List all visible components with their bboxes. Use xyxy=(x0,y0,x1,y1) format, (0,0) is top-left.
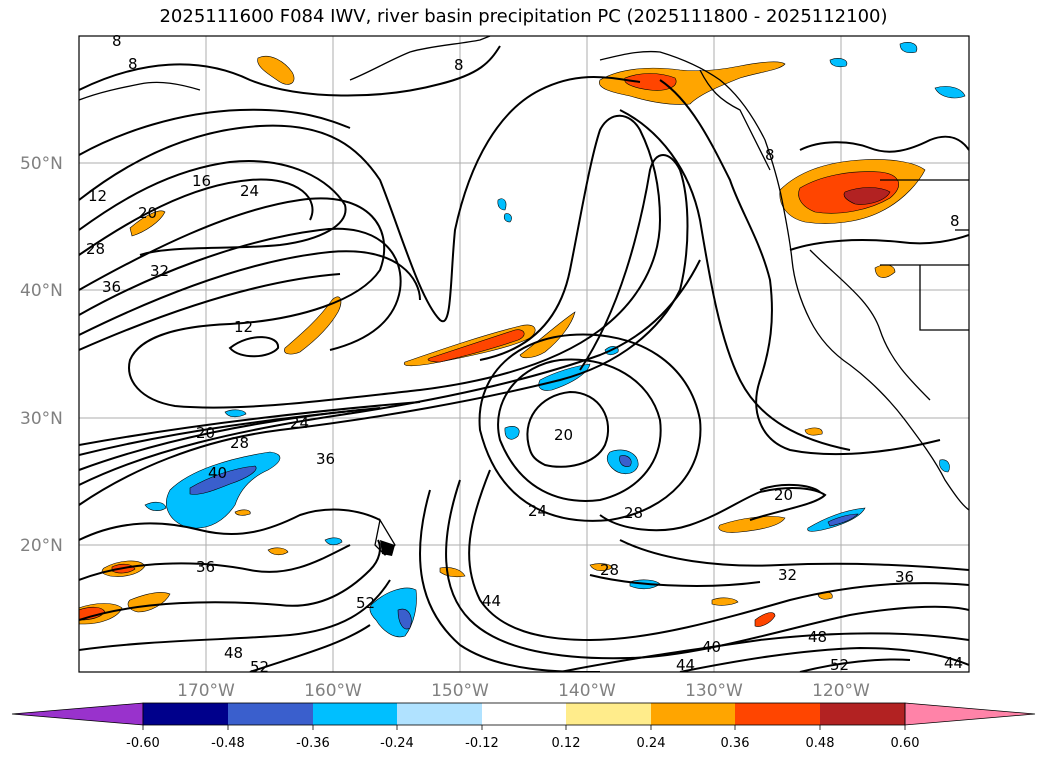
contour-label: 8 xyxy=(112,32,122,50)
contour-label: 12 xyxy=(234,318,253,336)
colorbar-segment xyxy=(566,703,651,725)
contour-label: 8 xyxy=(454,56,464,74)
contour-label: 16 xyxy=(192,172,211,190)
contour-label: 32 xyxy=(150,262,169,280)
contour-label: 40 xyxy=(208,464,227,482)
contour-label: 24 xyxy=(290,414,309,432)
colorbar-segment xyxy=(313,703,397,725)
map-title: 2025111600 F084 IWV, river basin precipi… xyxy=(159,6,888,27)
contour-label: 36 xyxy=(316,450,335,468)
colorbar-segment xyxy=(482,703,566,725)
lon-label: 120°W xyxy=(812,681,870,701)
colorbar-frame xyxy=(142,702,906,726)
lon-label: 160°W xyxy=(304,681,362,701)
contour-label: 40 xyxy=(702,638,721,656)
contour-label: 36 xyxy=(102,278,121,296)
lat-label: 40°N xyxy=(20,281,63,301)
lat-label: 20°N xyxy=(20,536,63,556)
hawaii-island xyxy=(380,540,395,556)
contour-label: 44 xyxy=(482,592,501,610)
colorbar-segment xyxy=(735,703,820,725)
contour-label: 32 xyxy=(778,566,797,584)
lon-labels: 170°W 160°W 150°W 140°W 130°W 120°W xyxy=(177,681,870,701)
contour-label: 24 xyxy=(240,182,259,200)
contour-label: 20 xyxy=(774,486,793,504)
map-border xyxy=(78,35,970,673)
contour-label: 8 xyxy=(765,146,775,164)
contour-label: 24 xyxy=(528,502,547,520)
lon-label: 130°W xyxy=(685,681,743,701)
contour-label: 48 xyxy=(808,628,827,646)
lon-label: 140°W xyxy=(558,681,616,701)
colorbar-tick-label: 0.24 xyxy=(637,736,666,751)
contour-label: 44 xyxy=(676,656,695,674)
contour-label: 8 xyxy=(950,212,960,230)
lat-label: 30°N xyxy=(20,409,63,429)
contour-label: 52 xyxy=(356,594,375,612)
lat-labels: 50°N 40°N 30°N 20°N xyxy=(20,154,63,556)
colorbar-segment xyxy=(228,703,313,725)
colorbar-tick-label: -0.48 xyxy=(211,736,245,751)
contour-label: 12 xyxy=(88,187,107,205)
colorbar: -0.60 -0.48 -0.36 -0.24 -0.12 0.12 0.24 … xyxy=(11,702,1036,751)
contour-label: 20 xyxy=(554,426,573,444)
colorbar-segment xyxy=(651,703,735,725)
colorbar-tick-label: 0.12 xyxy=(552,736,581,751)
contour-label: 20 xyxy=(196,424,215,442)
colorbar-max-extension xyxy=(904,702,1036,726)
colorbar-tick-label: -0.24 xyxy=(380,736,414,751)
colorbar-tick-label: -0.12 xyxy=(465,736,499,751)
contour-label: 36 xyxy=(196,558,215,576)
colorbar-segment xyxy=(397,703,482,725)
contour-label: 44 xyxy=(944,654,963,672)
colorbar-min-extension xyxy=(11,702,144,726)
contour-label: 52 xyxy=(830,656,849,674)
contour-label: 28 xyxy=(624,504,643,522)
lat-label: 50°N xyxy=(20,154,63,174)
colorbar-tick-label: 0.48 xyxy=(806,736,835,751)
lon-label: 170°W xyxy=(177,681,235,701)
contour-label: 28 xyxy=(230,434,249,452)
colorbar-tick-label: -0.60 xyxy=(126,736,160,751)
contour-labels: 8 8 8 8 8 12 16 24 20 28 36 32 12 20 24 … xyxy=(86,32,963,676)
colorbar-tick-label: -0.36 xyxy=(296,736,330,751)
coastlines xyxy=(79,36,969,556)
contour-label: 36 xyxy=(895,568,914,586)
contour-label: 28 xyxy=(86,240,105,258)
contour-label: 20 xyxy=(138,204,157,222)
contour-label: 52 xyxy=(250,658,269,676)
colorbar-tick-label: 0.36 xyxy=(721,736,750,751)
contour-label: 28 xyxy=(600,561,619,579)
lon-label: 150°W xyxy=(431,681,489,701)
colorbar-segment xyxy=(143,703,228,725)
colorbar-segment xyxy=(820,703,905,725)
iwv-contours xyxy=(79,45,969,672)
contour-label: 48 xyxy=(224,644,243,662)
colorbar-tick-label: 0.60 xyxy=(891,736,920,751)
contour-label: 8 xyxy=(128,55,138,73)
